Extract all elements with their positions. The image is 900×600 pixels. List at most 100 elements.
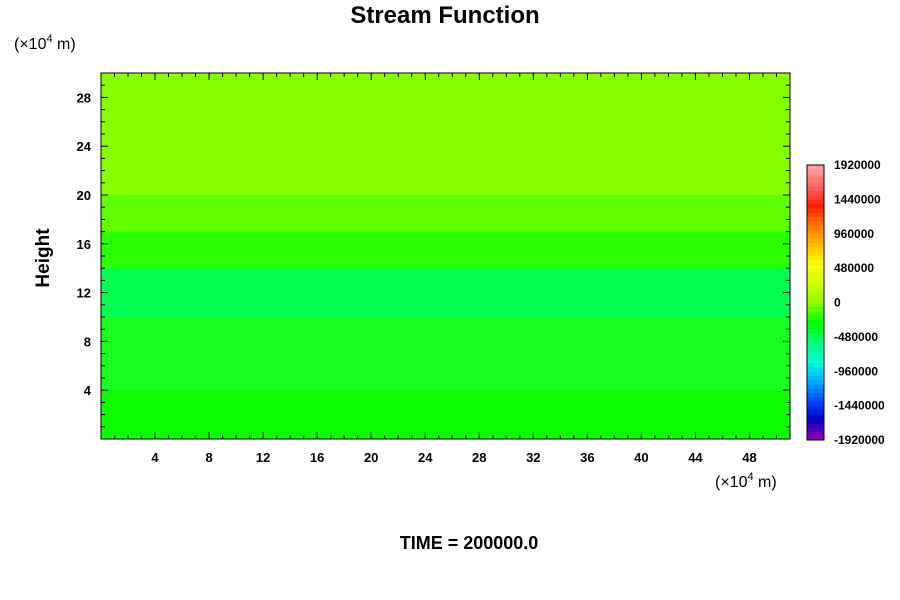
colorbar-swatch bbox=[807, 401, 824, 407]
colorbar-swatch bbox=[807, 418, 824, 424]
colorbar-swatch bbox=[807, 276, 824, 282]
colorbar-frame bbox=[806, 164, 825, 441]
colorbar: 1920000 1440000 960000 480000 0 -480000 -96000… bbox=[806, 158, 885, 447]
colorbar-swatch bbox=[807, 315, 824, 321]
colorbar-label: 480000 bbox=[834, 261, 874, 275]
colorbar-swatch bbox=[807, 263, 824, 269]
colorbar-swatch bbox=[807, 182, 824, 187]
colorbar-swatch bbox=[807, 306, 824, 312]
field-band bbox=[101, 73, 790, 195]
time-label: TIME = 200000.0 bbox=[400, 533, 539, 553]
x-tick-label: 16 bbox=[310, 450, 324, 465]
colorbar-swatch bbox=[807, 371, 824, 377]
colorbar-swatch bbox=[807, 225, 824, 230]
x-axis-ticks: 4 8 12 16 20 24 28 32 36 40 44 48 bbox=[114, 73, 777, 465]
field-bands bbox=[101, 73, 790, 439]
y-tick-label: 20 bbox=[77, 188, 91, 203]
colorbar-swatch bbox=[807, 422, 824, 428]
colorbar-swatch bbox=[807, 341, 824, 346]
colorbar-label: -1920000 bbox=[834, 433, 885, 447]
y-tick-label: 8 bbox=[84, 334, 91, 349]
field-band bbox=[101, 195, 790, 232]
colorbar-swatch bbox=[807, 354, 824, 359]
colorbar-swatch bbox=[807, 319, 824, 325]
colorbar-swatch bbox=[807, 173, 824, 179]
colorbar-label: 1440000 bbox=[834, 192, 881, 206]
colorbar-swatch bbox=[807, 405, 824, 411]
x-axis-unit: (×104 m) bbox=[715, 471, 777, 491]
colorbar-label: -480000 bbox=[834, 330, 878, 344]
colorbar-swatch bbox=[807, 186, 824, 192]
colorbar-swatch bbox=[807, 216, 824, 222]
colorbar-swatch bbox=[807, 268, 824, 273]
colorbar-swatch bbox=[807, 203, 824, 209]
y-tick-label: 16 bbox=[77, 237, 91, 252]
colorbar-label: -960000 bbox=[834, 364, 878, 378]
colorbar-swatch bbox=[807, 229, 824, 235]
colorbar-swatch bbox=[807, 233, 824, 239]
colorbar-swatch bbox=[807, 169, 824, 175]
colorbar-swatch bbox=[807, 250, 824, 256]
colorbar-swatch bbox=[807, 336, 824, 342]
colorbar-swatch bbox=[807, 388, 824, 394]
colorbar-swatch bbox=[807, 285, 824, 291]
x-tick-label: 20 bbox=[364, 450, 378, 465]
x-tick-label: 12 bbox=[256, 450, 270, 465]
colorbar-swatch bbox=[807, 358, 824, 364]
colorbar-label: -1440000 bbox=[834, 399, 885, 413]
colorbar-swatch bbox=[807, 281, 824, 286]
colorbar-swatch bbox=[807, 345, 824, 351]
y-tick-label: 24 bbox=[77, 139, 92, 154]
colorbar-swatch bbox=[807, 431, 824, 437]
colorbar-swatch bbox=[807, 259, 824, 265]
colorbar-swatch bbox=[807, 289, 824, 295]
colorbar-label: 960000 bbox=[834, 227, 874, 241]
colorbar-swatch bbox=[807, 195, 824, 200]
colorbar-swatch bbox=[807, 177, 824, 183]
colorbar-swatch bbox=[807, 427, 824, 432]
colorbar-swatch bbox=[807, 366, 824, 372]
colorbar-swatch bbox=[807, 238, 824, 243]
colorbar-swatch bbox=[807, 255, 824, 261]
x-tick-label: 32 bbox=[526, 450, 540, 465]
colorbar-swatch bbox=[807, 409, 824, 415]
x-tick-label: 8 bbox=[205, 450, 212, 465]
colorbar-swatch bbox=[807, 397, 824, 402]
colorbar-swatch bbox=[807, 332, 824, 338]
colorbar-swatch bbox=[807, 220, 824, 226]
field-band bbox=[101, 268, 790, 317]
colorbar-swatch bbox=[807, 349, 824, 355]
x-tick-label: 48 bbox=[742, 450, 756, 465]
colorbar-swatch bbox=[807, 207, 824, 213]
colorbar-swatch bbox=[807, 392, 824, 398]
colorbar-swatch bbox=[807, 323, 824, 329]
colorbar-swatch bbox=[807, 384, 824, 389]
colorbar-label: 0 bbox=[834, 296, 841, 310]
y-axis-unit: (×104 m) bbox=[14, 33, 76, 53]
y-axis-ticks: 4 8 12 16 20 24 28 bbox=[77, 84, 790, 428]
y-tick-label: 28 bbox=[77, 90, 91, 105]
y-tick-label: 12 bbox=[77, 286, 91, 301]
colorbar-label: 1920000 bbox=[834, 158, 881, 172]
x-tick-label: 36 bbox=[580, 450, 594, 465]
colorbar-swatch bbox=[807, 242, 824, 248]
colorbar-swatch bbox=[807, 199, 824, 205]
colorbar-swatch bbox=[807, 298, 824, 303]
colorbar-swatch bbox=[807, 414, 824, 420]
x-tick-label: 28 bbox=[472, 450, 486, 465]
x-tick-label: 44 bbox=[688, 450, 703, 465]
x-tick-label: 24 bbox=[418, 450, 433, 465]
colorbar-swatch bbox=[807, 165, 824, 170]
field-band bbox=[101, 317, 790, 391]
colorbar-swatch bbox=[807, 328, 824, 334]
colorbar-swatch bbox=[807, 435, 824, 441]
y-axis-label: Height bbox=[33, 228, 54, 288]
x-tick-label: 4 bbox=[151, 450, 159, 465]
colorbar-swatch bbox=[807, 190, 824, 196]
x-tick-label: 40 bbox=[634, 450, 648, 465]
field-band bbox=[101, 231, 790, 269]
colorbar-swatch bbox=[807, 246, 824, 252]
colorbar-swatch bbox=[807, 362, 824, 368]
